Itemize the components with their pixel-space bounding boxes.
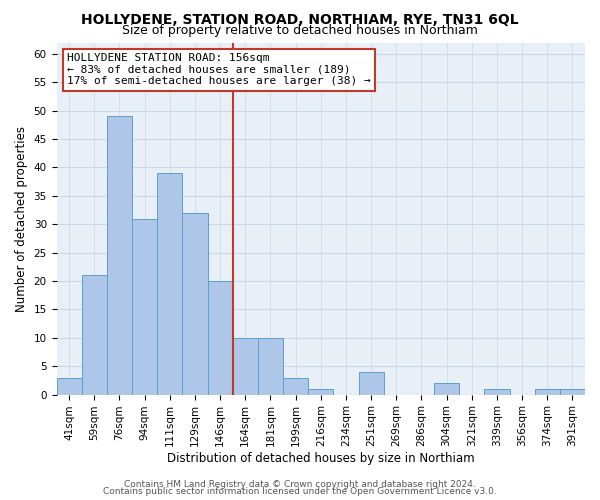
Bar: [560, 389, 585, 394]
Text: HOLLYDENE STATION ROAD: 156sqm
← 83% of detached houses are smaller (189)
17% of: HOLLYDENE STATION ROAD: 156sqm ← 83% of …: [67, 53, 371, 86]
Bar: [258, 338, 283, 394]
Bar: [283, 378, 308, 394]
Bar: [157, 173, 182, 394]
Text: HOLLYDENE, STATION ROAD, NORTHIAM, RYE, TN31 6QL: HOLLYDENE, STATION ROAD, NORTHIAM, RYE, …: [81, 12, 519, 26]
Bar: [182, 213, 208, 394]
X-axis label: Distribution of detached houses by size in Northiam: Distribution of detached houses by size …: [167, 452, 475, 465]
Bar: [208, 281, 233, 394]
Text: Contains HM Land Registry data © Crown copyright and database right 2024.: Contains HM Land Registry data © Crown c…: [124, 480, 476, 489]
Bar: [132, 218, 157, 394]
Bar: [308, 389, 334, 394]
Bar: [82, 276, 107, 394]
Bar: [359, 372, 383, 394]
Text: Size of property relative to detached houses in Northiam: Size of property relative to detached ho…: [122, 24, 478, 37]
Bar: [535, 389, 560, 394]
Bar: [107, 116, 132, 394]
Text: Contains public sector information licensed under the Open Government Licence v3: Contains public sector information licen…: [103, 487, 497, 496]
Bar: [233, 338, 258, 394]
Bar: [434, 383, 459, 394]
Bar: [56, 378, 82, 394]
Y-axis label: Number of detached properties: Number of detached properties: [15, 126, 28, 312]
Bar: [484, 389, 509, 394]
